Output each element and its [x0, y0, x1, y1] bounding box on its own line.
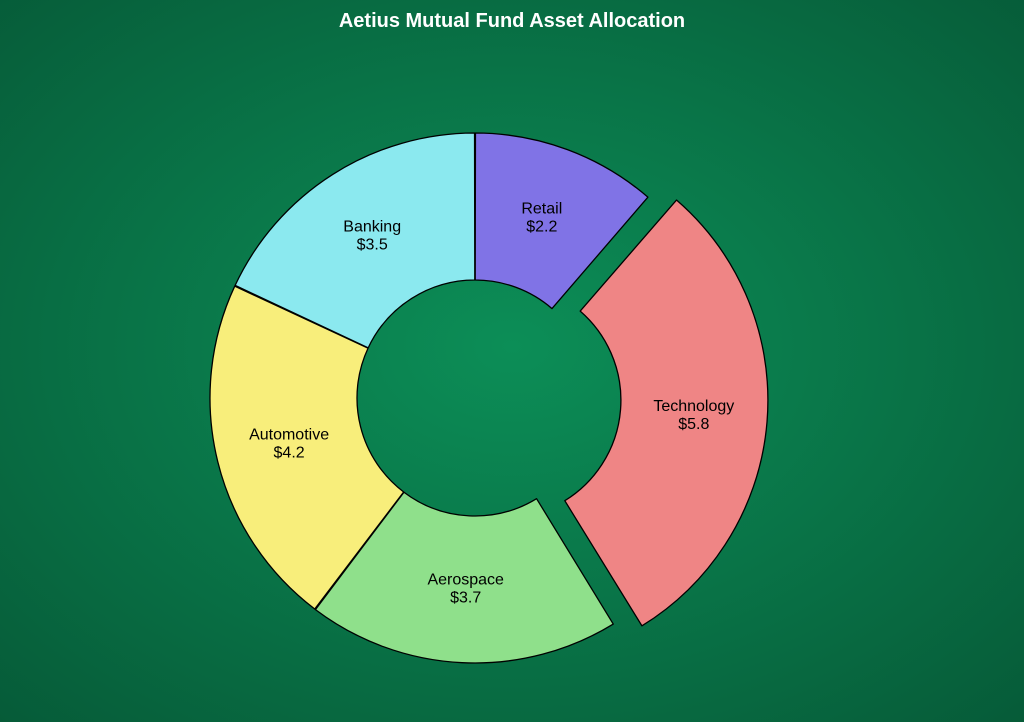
slice-label-value: $4.2	[274, 444, 305, 461]
slice-label-value: $2.2	[526, 219, 557, 236]
chart-stage: Retail$2.2 Technology$5.8 Aerospace$3.7 Aut…	[0, 0, 1024, 722]
slice-label-value: $5.8	[678, 416, 709, 433]
slice-label-name: Banking	[343, 219, 401, 236]
slice-label-value: $3.7	[450, 590, 481, 607]
slice-label-name: Technology	[653, 398, 734, 415]
slice-label-name: Automotive	[249, 426, 329, 443]
slice-label-name: Retail	[521, 201, 562, 218]
donut-chart-svg: Retail$2.2 Technology$5.8 Aerospace$3.7 Aut…	[0, 0, 1024, 722]
slice-label-value: $3.5	[357, 237, 388, 254]
slice-label-name: Aerospace	[427, 572, 504, 589]
